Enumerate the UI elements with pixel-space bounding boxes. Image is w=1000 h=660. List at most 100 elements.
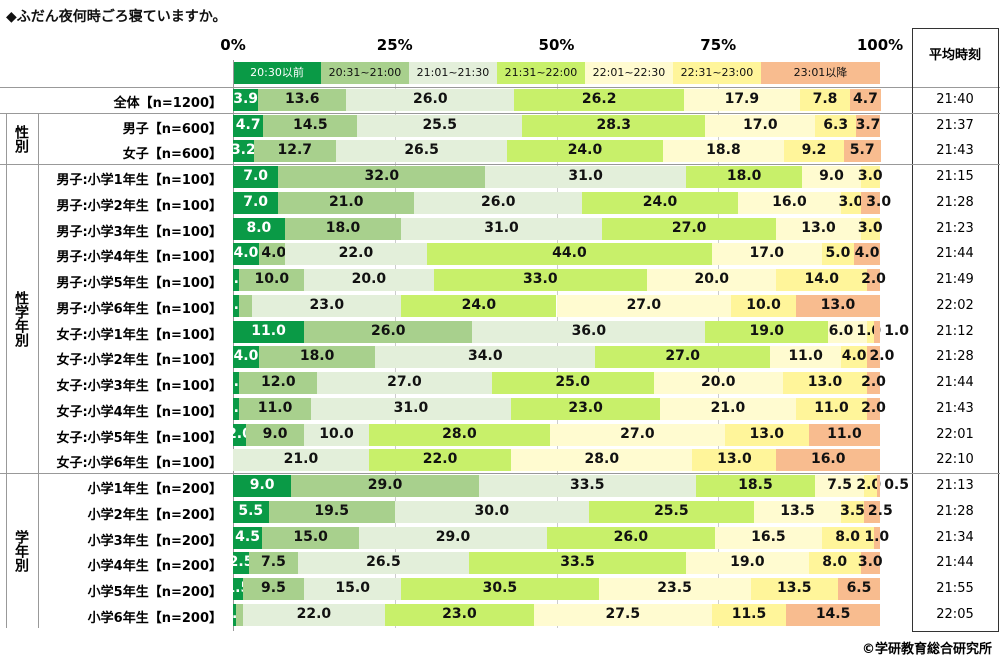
table-border (912, 631, 998, 632)
bar-segment (753, 500, 842, 523)
data-label: 28.0 (584, 451, 620, 468)
avg-time: 21:34 (936, 529, 974, 545)
bar-segment (685, 552, 809, 575)
bar-segment (472, 320, 706, 343)
avg-time: 21:28 (936, 503, 974, 519)
avg-time: 21:44 (936, 375, 974, 391)
data-label: 33.5 (560, 554, 595, 571)
bar-segment (401, 217, 602, 240)
data-label: 13.5 (776, 580, 812, 597)
bar-segment (233, 423, 246, 446)
bar-segment (711, 603, 787, 626)
bar-segment (821, 526, 874, 549)
data-label: 9.0 (819, 168, 844, 185)
group-border (6, 473, 7, 628)
bar-segment (263, 114, 358, 137)
bar-segment (433, 269, 648, 292)
bar-segment (550, 423, 725, 446)
row-label: 男子:小学4年生【n=100】 (56, 250, 222, 266)
data-label: 28.3 (596, 116, 632, 133)
bar-segment (304, 423, 369, 446)
data-label: 26.0 (413, 90, 448, 107)
bar-segment (815, 114, 857, 137)
bar-segment (737, 191, 842, 214)
data-label: 21.0 (283, 451, 319, 468)
data-label: 11.0 (257, 399, 293, 416)
data-label: 2.0 (869, 348, 895, 365)
bar-segment (242, 603, 386, 626)
bar-segment (588, 500, 754, 523)
avg-time: 21:28 (936, 194, 974, 210)
bar-segment (233, 166, 279, 189)
data-label: 9.0 (249, 477, 275, 494)
bar-segment (233, 191, 279, 214)
group-border (38, 164, 39, 474)
bar-segment (284, 217, 402, 240)
bar-segment (239, 294, 253, 317)
bar-segment (242, 578, 305, 601)
row-label: 小学6年生【n=200】 (87, 610, 222, 626)
row-label: 小学4年生【n=200】 (87, 559, 222, 575)
bar-segment (385, 603, 534, 626)
data-label: 20.0 (351, 271, 387, 288)
data-label: 14.5 (815, 605, 851, 622)
bar-segment (304, 320, 473, 343)
data-label: 14.0 (804, 271, 840, 288)
bar-segment (795, 294, 880, 317)
bar-segment (556, 294, 732, 317)
avg-time: 21:28 (936, 349, 974, 365)
bar-segment (705, 114, 816, 137)
avg-time: 21:12 (936, 323, 974, 339)
row-label: 男子:小学5年生【n=100】 (56, 276, 222, 292)
row-label: 女子:小学3年生【n=100】 (56, 379, 222, 395)
bar-segment (258, 243, 285, 266)
bar-segment (507, 140, 663, 163)
data-label: 2.5 (867, 502, 893, 519)
bar-segment (368, 423, 551, 446)
data-label: 19.5 (314, 502, 349, 519)
data-label: 5.7 (849, 142, 875, 159)
data-label: 33.5 (569, 477, 605, 494)
data-label: 25.0 (555, 374, 590, 391)
bar-segment (750, 578, 838, 601)
axis-tick-label: 75% (700, 36, 737, 54)
data-label: 9.0 (262, 425, 288, 442)
data-label: 13.6 (284, 90, 320, 107)
bar-segment (867, 269, 880, 292)
row-label: 全体【n=1200】 (113, 95, 222, 111)
axis-tick-label: 25% (376, 36, 413, 54)
bar-segment (297, 552, 470, 575)
data-label: 25.5 (654, 502, 689, 519)
data-label: 27.0 (626, 296, 662, 313)
data-label: 25.5 (422, 116, 457, 133)
bar-segment (233, 269, 240, 292)
bar-segment (284, 243, 428, 266)
bar-segment (683, 88, 800, 111)
data-label: 5.5 (238, 502, 264, 519)
bar-segment (647, 269, 777, 292)
data-label: 10.0 (746, 296, 781, 313)
bar-segment (346, 88, 515, 111)
avg-time: 21:43 (936, 143, 974, 159)
data-label: 19.0 (730, 554, 765, 571)
data-label: 11.0 (788, 348, 823, 365)
bar-segment (601, 217, 777, 240)
bar-segment (233, 217, 285, 240)
bar-segment (511, 449, 693, 472)
row-label: 男子:小学6年生【n=100】 (56, 301, 222, 317)
group-border (38, 473, 39, 628)
data-label: 4.0 (233, 348, 259, 365)
bar-segment (253, 140, 336, 163)
avg-time: 21:37 (936, 117, 974, 133)
bar-segment (860, 217, 880, 240)
data-label: 1.0 (864, 528, 890, 545)
bar-segment (598, 578, 751, 601)
data-label: 14.5 (293, 116, 328, 133)
bar-segment (401, 578, 599, 601)
bar-segment (233, 372, 240, 395)
axis-tick-label: 100% (856, 36, 904, 54)
bar-segment (876, 475, 880, 498)
data-label: 23.0 (309, 296, 345, 313)
legend-item: 23:01以降 (760, 62, 880, 84)
bar-segment (514, 88, 684, 111)
